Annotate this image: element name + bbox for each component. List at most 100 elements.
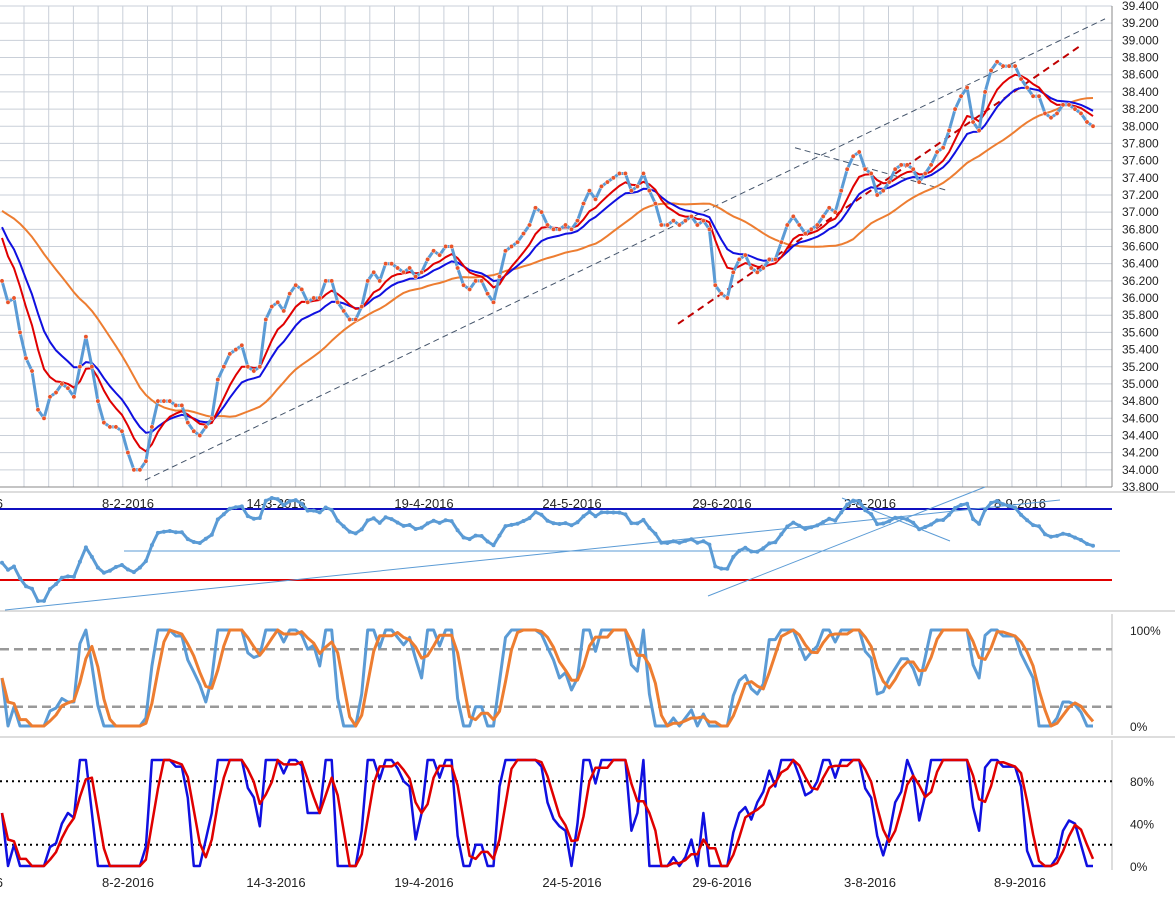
price-point — [826, 205, 832, 211]
price-point — [545, 222, 550, 228]
oscillator-point — [1025, 518, 1030, 523]
oscillator-point — [869, 512, 874, 517]
price-point — [1060, 102, 1066, 108]
price-point — [784, 222, 790, 228]
price-point — [652, 201, 658, 207]
price-point — [455, 265, 461, 271]
oscillator-point — [335, 518, 340, 523]
stoch2-x-tick-label: 8-9-2016 — [994, 875, 1046, 890]
oscillator-point — [1049, 534, 1053, 539]
oscillator-point — [36, 599, 40, 603]
oscillator-point — [467, 537, 472, 542]
price-y-tick-label: 34.800 — [1122, 394, 1159, 408]
price-y-tick-label: 33.800 — [1122, 480, 1159, 494]
price-point — [844, 166, 850, 172]
price-x-tick-label: 6 — [0, 496, 3, 511]
price-point — [227, 351, 233, 357]
price-point — [706, 226, 712, 232]
oscillator-point — [125, 567, 130, 572]
oscillator-point — [305, 508, 310, 513]
oscillator-point — [743, 545, 748, 550]
oscillator-point — [749, 549, 754, 554]
price-point — [311, 295, 317, 301]
oscillator-point — [0, 560, 4, 565]
price-point — [353, 317, 359, 322]
oscillator-point — [281, 503, 286, 508]
oscillator-point — [815, 523, 820, 528]
oscillator-point — [455, 528, 460, 533]
oscillator-point — [1055, 533, 1059, 538]
oscillator-point — [833, 518, 838, 523]
price-point — [994, 59, 1000, 65]
oscillator-point — [215, 517, 220, 522]
stoch2-x-tick-label: 3-8-2016 — [844, 875, 896, 890]
oscillator-point — [767, 541, 772, 546]
price-point — [1000, 63, 1006, 69]
oscillator-point — [251, 516, 256, 521]
price-point — [77, 364, 83, 370]
oscillator-point — [48, 587, 52, 591]
oscillator-point — [419, 525, 424, 530]
price-point — [341, 308, 347, 314]
price-y-tick-label: 36.400 — [1122, 257, 1159, 271]
price-x-tick-label: 19-4-2016 — [394, 496, 453, 511]
oscillator-point — [557, 522, 562, 526]
price-point — [814, 222, 820, 228]
price-point — [221, 364, 227, 370]
oscillator-point — [341, 524, 346, 529]
oscillator-point — [785, 524, 790, 529]
price-y-tick-label: 36.800 — [1122, 222, 1159, 236]
price-point — [898, 162, 904, 168]
price-point — [443, 244, 449, 249]
price-point — [71, 394, 77, 400]
price-y-tick-label: 38.000 — [1122, 119, 1159, 133]
price-point — [323, 278, 329, 284]
stoch2-d-line — [0, 758, 1095, 868]
oscillator-point — [1001, 502, 1006, 507]
price-point — [874, 192, 880, 198]
oscillator-point — [1037, 524, 1041, 529]
price-point — [335, 299, 341, 305]
price-point — [742, 252, 748, 258]
oscillator-point — [437, 520, 442, 525]
oscillator-point — [239, 504, 244, 509]
oscillator-point — [233, 505, 238, 510]
oscillator-point — [635, 521, 640, 526]
price-point — [17, 329, 23, 335]
price-y-tick-label: 34.200 — [1122, 446, 1159, 460]
price-point — [772, 256, 778, 262]
price-point — [1066, 102, 1072, 108]
price-point — [658, 222, 664, 228]
oscillator-point — [149, 543, 154, 548]
price-point — [868, 171, 874, 176]
price-point — [946, 128, 952, 133]
price-point — [377, 278, 383, 284]
oscillator-point — [929, 522, 934, 527]
price-point — [137, 467, 143, 473]
oscillator-point — [1019, 512, 1024, 517]
oscillator-point — [731, 554, 736, 559]
oscillator-point — [983, 507, 988, 512]
price-panel: 39.400 39.200 39.000 38.800 38.600 38.400 38.2… — [0, 0, 1159, 511]
price-point — [257, 364, 263, 370]
price-point — [539, 209, 544, 215]
oscillator-point — [443, 518, 448, 523]
oscillator-point — [1031, 523, 1036, 528]
oscillator-point — [605, 510, 610, 515]
price-point — [431, 248, 437, 254]
price-point — [1030, 93, 1036, 99]
oscillator-point — [257, 516, 262, 520]
price-point — [1054, 110, 1060, 116]
oscillator-point — [647, 525, 652, 530]
stoch1-y-tick-label: 0% — [1130, 720, 1148, 734]
price-point — [107, 424, 113, 430]
price-point — [593, 196, 598, 202]
oscillator-point — [323, 505, 328, 510]
oscillator-point — [329, 507, 334, 512]
price-point — [862, 166, 868, 172]
oscillator-point — [371, 516, 376, 521]
price-point — [275, 299, 281, 305]
oscillator-point — [791, 520, 796, 525]
oscillator-point — [353, 531, 358, 536]
oscillator-point — [611, 510, 616, 515]
